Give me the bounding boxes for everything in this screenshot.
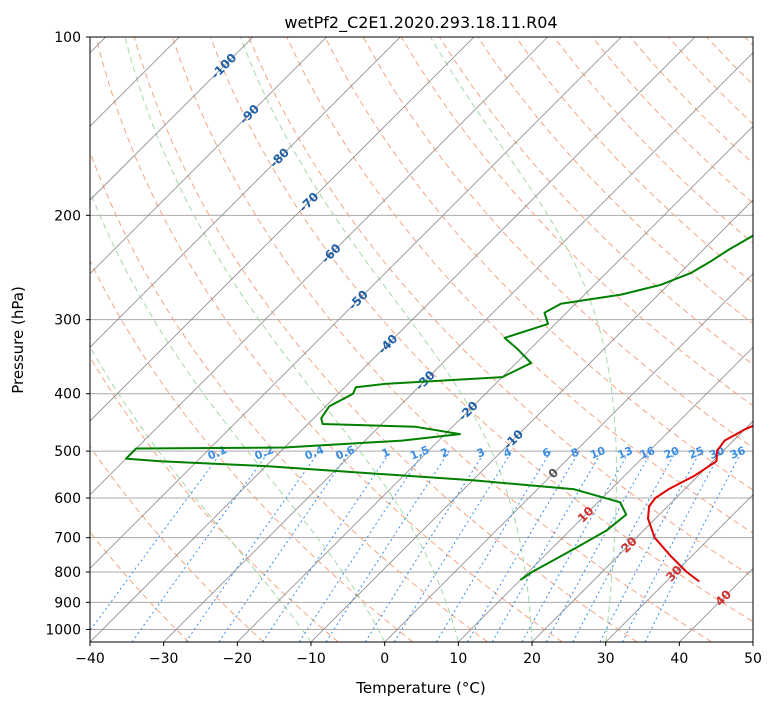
dry-adiabat-line bbox=[95, 37, 563, 642]
x-axis-ticks: −40 −30 −20 −10 0 10 20 30 40 50 bbox=[75, 642, 762, 667]
y-tick-label: 400 bbox=[54, 387, 81, 403]
temperature-profile bbox=[647, 424, 753, 583]
mixing-ratio-label: 3 bbox=[475, 446, 487, 461]
x-tick-label: −20 bbox=[223, 651, 253, 667]
x-tick-label: 10 bbox=[449, 651, 467, 667]
mixing-ratio-label: 10 bbox=[588, 444, 607, 462]
y-axis-ticks: 100 200 300 400 500 600 700 800 900 1000 bbox=[45, 30, 90, 638]
mixing-ratio-label: 16 bbox=[638, 444, 657, 462]
mixing-ratio-line bbox=[185, 450, 320, 642]
moist-adiabat-line bbox=[430, 37, 617, 642]
isotherms bbox=[90, 37, 753, 642]
y-tick-label: 600 bbox=[54, 491, 81, 507]
dry-adiabat-line bbox=[90, 445, 264, 642]
y-axis-label: Pressure (hPa) bbox=[9, 286, 27, 394]
dry-adiabat-line bbox=[324, 37, 753, 491]
mixing-ratio-line bbox=[521, 450, 630, 642]
moist-adiabat-line bbox=[90, 189, 386, 642]
x-tick-label: −40 bbox=[75, 651, 105, 667]
y-tick-label: 500 bbox=[54, 444, 81, 460]
profile-series bbox=[125, 234, 753, 583]
mixing-ratio-line bbox=[545, 450, 653, 642]
isotherm-line bbox=[531, 420, 753, 642]
y-tick-label: 300 bbox=[54, 313, 81, 329]
mixing-ratio-label: 36 bbox=[728, 444, 747, 462]
isotherm-line bbox=[237, 125, 753, 642]
x-axis-label: Temperature (°C) bbox=[355, 679, 485, 697]
isotherm-line bbox=[310, 199, 753, 642]
dry-adiabat-line bbox=[90, 259, 414, 642]
mixing-ratio-label: 20 bbox=[662, 444, 681, 462]
mixing-ratio-label: 1 bbox=[380, 445, 392, 460]
mixing-ratio-line bbox=[599, 450, 701, 642]
mixing-ratio-line bbox=[325, 450, 450, 642]
dry-adiabat-line bbox=[171, 37, 712, 642]
y-tick-label: 900 bbox=[54, 595, 81, 611]
isotherm-line bbox=[90, 37, 622, 569]
mixing-ratio-label: 13 bbox=[616, 444, 635, 462]
mixing-ratio-line bbox=[131, 450, 270, 642]
y-tick-label: 700 bbox=[54, 531, 81, 547]
isotherm-line bbox=[90, 37, 401, 348]
y-tick-label: 200 bbox=[54, 208, 81, 224]
moist-adiabat-line bbox=[239, 37, 533, 642]
isotherm-line bbox=[458, 346, 753, 642]
x-tick-label: 40 bbox=[670, 651, 688, 667]
isotherm-line bbox=[605, 494, 753, 642]
plot-frame bbox=[89, 36, 754, 643]
isotherm-line bbox=[90, 37, 327, 275]
x-tick-label: −30 bbox=[149, 651, 179, 667]
dry-adiabat-line bbox=[248, 37, 753, 578]
x-tick-label: 50 bbox=[744, 651, 762, 667]
isobar-lines bbox=[90, 37, 753, 630]
x-tick-label: 20 bbox=[523, 651, 541, 667]
mixing-ratio-line bbox=[364, 450, 486, 642]
x-tick-label: −10 bbox=[296, 651, 326, 667]
mixing-ratio-label: 8 bbox=[569, 446, 581, 461]
mixing-ratio-lines bbox=[90, 450, 743, 642]
dry-adiabat-line bbox=[133, 37, 638, 642]
isotherm-line bbox=[90, 37, 254, 201]
moist-adiabat-line bbox=[124, 37, 459, 642]
mixing-ratio-line bbox=[435, 450, 552, 642]
isotherm-line bbox=[90, 37, 548, 496]
y-tick-label: 100 bbox=[54, 30, 81, 46]
y-tick-label: 1000 bbox=[45, 622, 81, 638]
mixing-ratio-line bbox=[90, 450, 223, 632]
chart-title: wetPf2_C2E1.2020.293.18.11.R04 bbox=[284, 13, 557, 33]
mixing-ratio-line bbox=[393, 450, 513, 642]
mixing-ratio-label: 2 bbox=[439, 445, 451, 460]
mixing-ratio-line bbox=[298, 450, 425, 642]
mixing-ratio-line bbox=[572, 450, 677, 642]
isotherm-line bbox=[90, 37, 475, 422]
dry-adiabat-line bbox=[286, 37, 753, 534]
isotherm-line bbox=[384, 273, 753, 642]
isotherm-line bbox=[163, 52, 753, 642]
dewpoint-profile bbox=[125, 234, 753, 581]
dry-adiabat-line bbox=[515, 37, 753, 284]
x-tick-label: 30 bbox=[597, 651, 615, 667]
mixing-ratio-line bbox=[621, 450, 722, 642]
mixing-ratio-line bbox=[491, 450, 603, 642]
x-tick-label: 0 bbox=[380, 651, 389, 667]
mixing-ratio-line bbox=[644, 450, 743, 642]
y-tick-label: 800 bbox=[54, 565, 81, 581]
isotherm-line bbox=[90, 37, 696, 642]
mixing-ratio-label: 25 bbox=[687, 444, 706, 462]
mixing-ratio-line bbox=[467, 450, 580, 642]
